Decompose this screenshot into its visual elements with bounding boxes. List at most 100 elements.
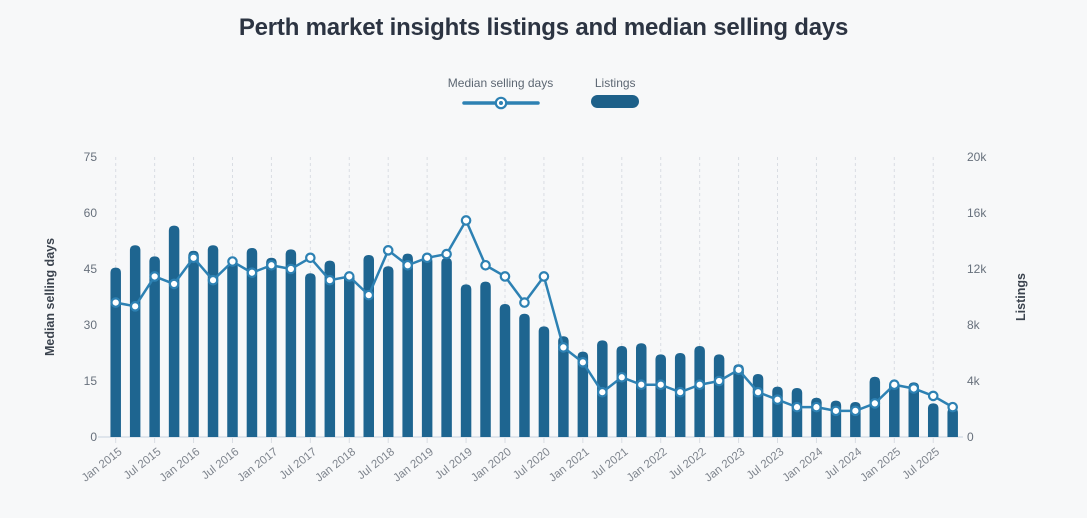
listings-bar[interactable] <box>889 381 900 437</box>
median-days-point[interactable] <box>655 379 667 391</box>
listings-bar[interactable] <box>344 273 355 437</box>
listings-bar[interactable] <box>713 354 725 437</box>
x-axis-label: Jan 2020 <box>469 446 514 485</box>
listings-bar[interactable] <box>441 257 452 437</box>
median-days-point[interactable] <box>246 267 258 279</box>
median-days-point[interactable] <box>869 398 881 409</box>
listings-bar[interactable] <box>246 248 258 437</box>
listings-bar[interactable] <box>558 336 569 437</box>
median-days-point[interactable] <box>441 248 452 260</box>
listings-bar[interactable] <box>733 364 744 437</box>
listings-bar[interactable] <box>538 326 550 437</box>
median-days-point[interactable] <box>382 245 394 256</box>
listings-bar[interactable] <box>752 374 764 437</box>
chart-legend: Median selling days Listings <box>0 76 1087 111</box>
median-days-point[interactable] <box>635 379 647 391</box>
median-days-point[interactable] <box>558 342 569 353</box>
x-axis-label: Jul 2018 <box>355 446 397 482</box>
median-days-point[interactable] <box>149 271 160 282</box>
median-days-point[interactable] <box>110 297 121 308</box>
median-days-point[interactable] <box>597 386 608 398</box>
y-axis-tick-left: 0 <box>90 430 97 444</box>
listings-bar[interactable] <box>382 266 394 437</box>
legend-label-median-selling-days: Median selling days <box>447 76 554 90</box>
median-days-point[interactable] <box>519 297 530 308</box>
median-days-point[interactable] <box>752 386 764 398</box>
median-days-point[interactable] <box>207 274 219 286</box>
listings-bar[interactable] <box>908 382 920 437</box>
median-days-point[interactable] <box>733 364 744 376</box>
median-days-point[interactable] <box>927 390 939 402</box>
listings-bar[interactable] <box>616 346 628 437</box>
x-axis-label: Jan 2017 <box>236 446 281 485</box>
listings-bar[interactable] <box>110 267 121 437</box>
median-days-point[interactable] <box>811 401 822 413</box>
median-days-point[interactable] <box>538 271 550 282</box>
listings-bar[interactable] <box>285 249 297 437</box>
median-days-point[interactable] <box>129 301 141 312</box>
listings-bar[interactable] <box>324 260 336 437</box>
listings-bar[interactable] <box>149 256 160 437</box>
legend-item-median-selling-days[interactable]: Median selling days <box>448 76 553 111</box>
listings-bar[interactable] <box>519 313 530 437</box>
listings-bar[interactable] <box>480 281 491 437</box>
median-days-point[interactable] <box>402 259 413 271</box>
median-days-point[interactable] <box>908 383 920 394</box>
median-days-point[interactable] <box>421 252 433 264</box>
listings-bar[interactable] <box>227 262 238 437</box>
listings-bar[interactable] <box>927 403 939 437</box>
median-days-point[interactable] <box>305 252 316 264</box>
median-days-point[interactable] <box>499 271 511 282</box>
listings-bar[interactable] <box>655 354 666 437</box>
listings-bar[interactable] <box>947 407 958 437</box>
listings-bar[interactable] <box>460 284 472 437</box>
listings-bar[interactable] <box>207 245 219 437</box>
median-days-point[interactable] <box>168 278 180 290</box>
listings-bar[interactable] <box>694 346 705 437</box>
median-days-point[interactable] <box>460 215 472 226</box>
median-days-point[interactable] <box>227 256 238 267</box>
median-days-point[interactable] <box>363 289 375 301</box>
x-axis-label: Jan 2015 <box>80 446 125 485</box>
median-days-point[interactable] <box>713 375 725 387</box>
median-days-point[interactable] <box>285 263 297 275</box>
median-days-point[interactable] <box>850 405 861 417</box>
listings-bar[interactable] <box>577 351 589 437</box>
y-axis-tick-right: 8k <box>967 318 981 332</box>
median-days-point[interactable] <box>888 379 900 391</box>
listings-bar[interactable] <box>168 225 180 437</box>
median-days-point[interactable] <box>674 386 686 398</box>
median-days-point[interactable] <box>791 401 803 413</box>
median-days-point[interactable] <box>616 371 628 383</box>
legend-item-listings[interactable]: Listings <box>591 76 640 108</box>
median-days-point[interactable] <box>480 259 491 271</box>
median-days-point[interactable] <box>947 401 958 413</box>
line-with-dot-icon <box>461 96 540 110</box>
median-days-point[interactable] <box>188 252 199 264</box>
x-axis-label: Jan 2018 <box>313 446 358 485</box>
median-days-point[interactable] <box>772 394 783 405</box>
median-days-point[interactable] <box>343 271 355 282</box>
x-axis-label: Jan 2022 <box>625 446 670 485</box>
median-days-point[interactable] <box>324 274 336 286</box>
listings-bar[interactable] <box>791 388 803 437</box>
listings-bar[interactable] <box>421 256 433 437</box>
listings-bar[interactable] <box>363 255 374 437</box>
listings-bar[interactable] <box>129 245 141 437</box>
x-axis-label: Jul 2017 <box>278 446 320 482</box>
listings-bar[interactable] <box>772 386 783 437</box>
median-days-point[interactable] <box>266 259 277 271</box>
listings-bar[interactable] <box>636 343 647 437</box>
x-axis-label: Jan 2025 <box>858 446 903 485</box>
median-days-point[interactable] <box>830 405 842 417</box>
listings-bar[interactable] <box>499 304 511 437</box>
median-days-point[interactable] <box>694 379 705 391</box>
y-axis-tick-left: 30 <box>84 318 98 332</box>
x-axis-label: Jan 2019 <box>391 446 436 485</box>
listings-bar[interactable] <box>266 257 277 437</box>
x-axis-label: Jan 2021 <box>547 446 592 485</box>
listings-bar[interactable] <box>402 253 413 437</box>
listings-bar[interactable] <box>188 250 199 437</box>
listings-bar[interactable] <box>305 273 316 437</box>
median-days-point[interactable] <box>577 357 589 368</box>
